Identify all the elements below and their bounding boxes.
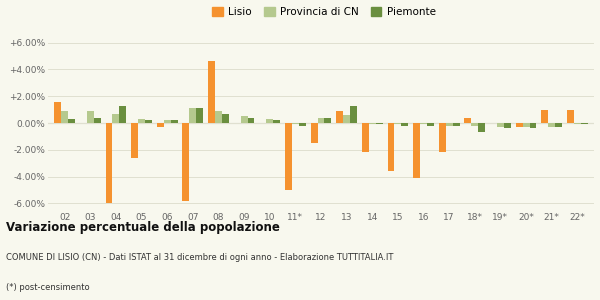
- Bar: [530, 123, 536, 128]
- Bar: [343, 115, 350, 123]
- Bar: [376, 123, 383, 124]
- Bar: [497, 123, 504, 127]
- Bar: [170, 120, 178, 123]
- Bar: [285, 123, 292, 190]
- Bar: [369, 123, 376, 124]
- Bar: [248, 118, 254, 123]
- Bar: [106, 123, 112, 203]
- Bar: [504, 123, 511, 128]
- Bar: [299, 123, 306, 126]
- Bar: [222, 114, 229, 123]
- Bar: [157, 123, 164, 127]
- Bar: [292, 123, 299, 124]
- Bar: [362, 123, 369, 152]
- Bar: [336, 111, 343, 123]
- Bar: [388, 123, 394, 171]
- Bar: [523, 123, 530, 127]
- Bar: [439, 123, 446, 152]
- Legend: Lisio, Provincia di CN, Piemonte: Lisio, Provincia di CN, Piemonte: [210, 5, 438, 20]
- Bar: [61, 111, 68, 123]
- Bar: [317, 118, 325, 123]
- Bar: [241, 116, 248, 123]
- Bar: [208, 61, 215, 123]
- Bar: [394, 123, 401, 124]
- Bar: [112, 114, 119, 123]
- Bar: [182, 123, 190, 201]
- Bar: [311, 123, 317, 143]
- Bar: [196, 108, 203, 123]
- Bar: [581, 123, 588, 124]
- Bar: [266, 119, 273, 123]
- Bar: [427, 123, 434, 126]
- Bar: [413, 123, 420, 178]
- Bar: [420, 123, 427, 124]
- Bar: [164, 120, 170, 123]
- Bar: [94, 118, 101, 123]
- Bar: [555, 123, 562, 127]
- Bar: [190, 108, 196, 123]
- Bar: [541, 110, 548, 123]
- Bar: [215, 111, 222, 123]
- Bar: [325, 118, 331, 123]
- Bar: [68, 119, 75, 123]
- Bar: [273, 120, 280, 123]
- Bar: [567, 110, 574, 123]
- Bar: [446, 123, 452, 126]
- Bar: [464, 118, 472, 123]
- Text: (*) post-censimento: (*) post-censimento: [6, 284, 89, 292]
- Bar: [452, 123, 460, 126]
- Bar: [472, 123, 478, 126]
- Bar: [515, 123, 523, 127]
- Bar: [548, 123, 555, 127]
- Bar: [119, 106, 127, 123]
- Text: Variazione percentuale della popolazione: Variazione percentuale della popolazione: [6, 220, 280, 233]
- Bar: [138, 119, 145, 123]
- Bar: [145, 120, 152, 123]
- Bar: [54, 102, 61, 123]
- Bar: [574, 123, 581, 124]
- Text: COMUNE DI LISIO (CN) - Dati ISTAT al 31 dicembre di ogni anno - Elaborazione TUT: COMUNE DI LISIO (CN) - Dati ISTAT al 31 …: [6, 254, 394, 262]
- Bar: [87, 111, 94, 123]
- Bar: [401, 123, 408, 126]
- Bar: [350, 106, 357, 123]
- Bar: [131, 123, 138, 158]
- Bar: [478, 123, 485, 132]
